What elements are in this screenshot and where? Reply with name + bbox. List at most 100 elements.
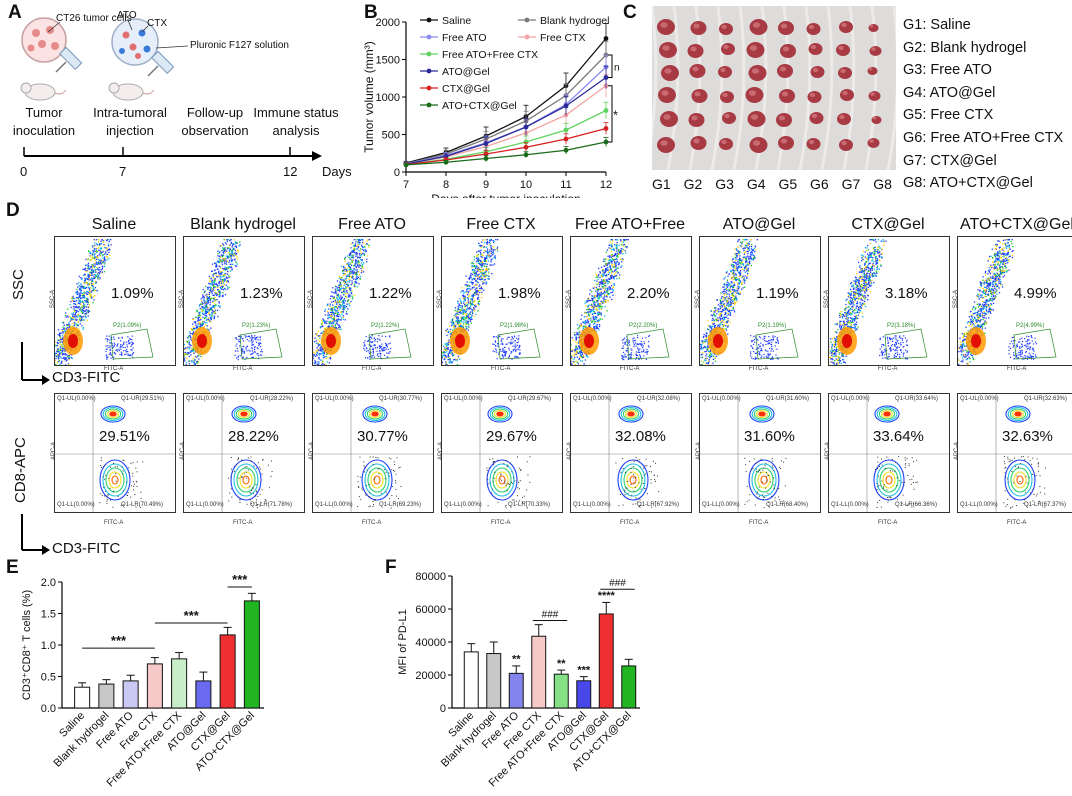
event-dot [571,344,572,346]
event-dot [514,343,516,345]
event-dot [448,358,450,361]
event-dot [234,259,236,261]
event-dot [60,352,62,354]
event-dot [376,354,378,356]
event-dot [448,339,450,341]
event-dot [60,341,62,343]
event-dot [230,266,233,268]
event-dot [219,277,221,279]
event-dot [493,336,495,338]
event-dot [234,243,236,245]
ssc-plot-svg [571,239,670,365]
event-dot [339,287,342,290]
event-dot [470,298,472,300]
event-dot [599,276,601,279]
event-dot [616,241,618,244]
event-dot [211,280,213,282]
event-dot [323,356,326,358]
event-dot [73,310,76,312]
event-dot [604,267,607,270]
event-dot [468,277,470,280]
event-dot [486,282,488,284]
event-dot [488,244,491,246]
event-dot [235,337,237,339]
event-dot [477,268,479,271]
tumor [806,138,821,150]
event-dot [244,335,246,337]
event-dot [225,243,228,245]
event-dot [494,351,496,353]
event-dot [516,344,519,346]
event-dot [77,306,79,309]
event-dot [56,341,58,344]
ssc-plot-4: P2(2.20%) 2.20% [570,236,692,366]
event-dot [485,267,488,270]
event-dot [211,284,214,286]
event-dot [475,305,477,308]
event-dot [222,259,224,261]
legend-g5: G5: Free CTX [903,107,994,124]
event-dot [587,311,589,313]
event-dot [343,274,346,276]
event-dot [223,247,225,250]
event-dot [202,309,204,311]
event-dot [188,331,191,333]
event-dot [205,319,208,322]
event-dot [444,351,447,354]
event-dot [209,316,212,319]
event-dot [72,315,74,317]
event-dot [355,239,357,241]
event-dot [460,316,462,319]
event-dot [314,352,316,354]
event-dot [453,316,455,319]
event-dot [472,299,474,301]
event-dot [95,263,98,265]
event-dot [599,305,602,307]
event-dot [74,322,77,325]
event-dot [99,243,101,245]
tick-day12: 12 [283,164,298,179]
event-dot [192,349,194,351]
event-dot [203,291,206,293]
event-dot [490,246,492,248]
event-dot [453,359,455,361]
event-dot [460,318,463,320]
event-dot [98,258,100,261]
event-dot [358,256,360,259]
event-dot [205,285,207,288]
event-dot [204,314,206,316]
event-dot [86,298,89,300]
event-dot [217,289,219,291]
event-dot [68,322,70,324]
event-dot [339,315,342,317]
event-dot [348,280,350,283]
event-dot [88,250,90,253]
event-dot [70,306,72,309]
event-dot [63,348,65,350]
event-dot [466,317,468,319]
event-dot [327,303,329,305]
event-dot [497,345,499,347]
event-dot [498,353,500,355]
event-dot [472,293,474,296]
event-dot [100,248,103,250]
event-dot [186,341,189,344]
event-dot [474,266,476,268]
event-dot [357,245,359,248]
event-dot [351,259,354,261]
event-dot [486,265,488,268]
event-dot [340,305,342,307]
event-dot [447,343,449,345]
event-dot [209,303,211,306]
event-dot [91,268,93,270]
event-dot [367,340,369,342]
event-dot [209,283,211,285]
event-dot [196,356,198,358]
event-dot [213,306,215,309]
event-dot [592,298,594,300]
event-dot [349,268,351,270]
event-dot [348,254,350,256]
event-dot [469,317,471,319]
event-dot [94,242,96,244]
tumor [809,112,824,124]
